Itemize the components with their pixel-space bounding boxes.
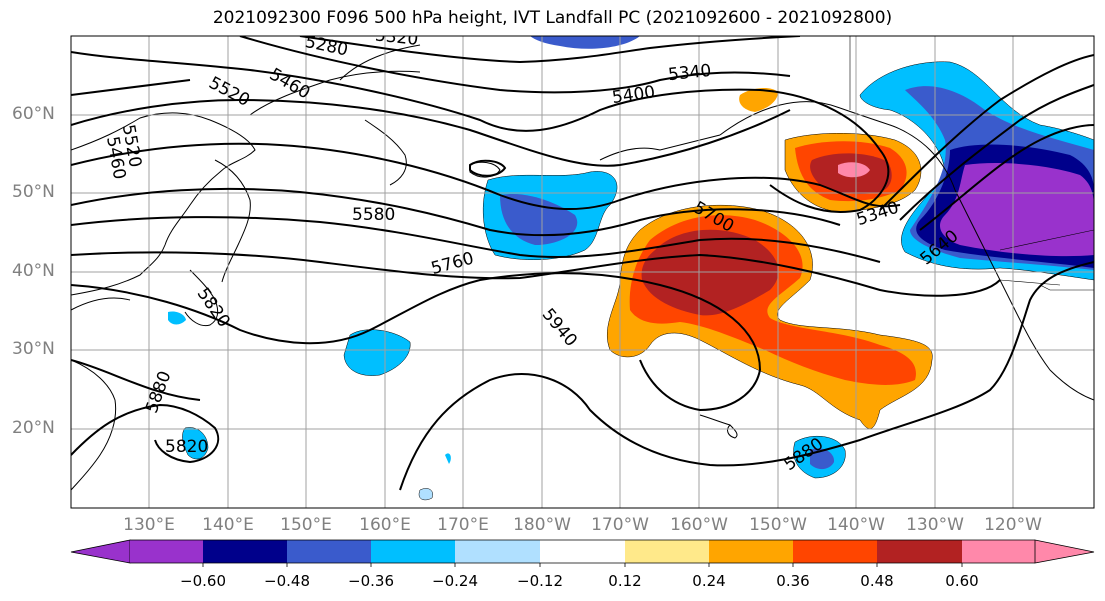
contour-label: 5580	[352, 205, 395, 225]
longitude-label: 150°E	[280, 515, 332, 535]
colorbar-segment	[287, 540, 371, 563]
colorbar-tick-label: 0.12	[608, 572, 642, 590]
political-boundaries	[849, 36, 1094, 291]
longitude-label: 120°W	[984, 515, 1042, 535]
contour-label: 5340	[667, 61, 712, 85]
colorbar-tick-label: 0.24	[692, 572, 726, 590]
ivt-positive-anomalies	[606, 88, 933, 429]
colorbar-segment	[793, 540, 877, 563]
longitude-label: 160°W	[670, 515, 728, 535]
colorbar-tick-label: −0.12	[517, 572, 563, 590]
map-area: 5280 5320 5340 5400 5460 5520 5520 5460 …	[71, 25, 1094, 508]
longitude-label: 130°W	[906, 515, 964, 535]
colorbar-segment	[371, 540, 455, 563]
contour-label: 5320	[374, 25, 419, 49]
colorbar-segment	[962, 540, 1035, 563]
longitude-label: 150°W	[749, 515, 807, 535]
longitude-label: 160°E	[359, 515, 411, 535]
longitude-label: 170°W	[591, 515, 649, 535]
colorbar-tick-label: 0.36	[776, 572, 810, 590]
colorbar-segment	[455, 540, 540, 563]
coastlines	[71, 44, 1094, 491]
colorbar	[70, 539, 1095, 567]
latitude-label: 40°N	[12, 261, 55, 281]
colorbar-tick-label: −0.60	[180, 572, 226, 590]
longitude-label: 140°W	[827, 515, 885, 535]
colorbar-left-arrow	[70, 539, 131, 564]
colorbar-tick-label: −0.36	[348, 572, 394, 590]
colorbar-tick-label: 0.48	[860, 572, 894, 590]
longitude-label: 180°W	[513, 515, 571, 535]
colorbar-segment	[130, 540, 203, 563]
colorbar-tick-label: −0.24	[432, 572, 478, 590]
colorbar-tick-label: −0.48	[264, 572, 310, 590]
map-frame	[70, 35, 1095, 509]
latitude-label: 20°N	[12, 418, 55, 438]
colorbar-tick-label: 0.60	[945, 572, 979, 590]
latitude-label: 50°N	[12, 182, 55, 202]
height-contours	[71, 36, 1094, 491]
colorbar-right-arrow	[1034, 539, 1095, 564]
map-title: 2021092300 F096 500 hPa height, IVT Land…	[212, 8, 893, 28]
contour-label: 5820	[165, 437, 208, 457]
colorbar-segment	[203, 540, 287, 563]
colorbar-segment	[709, 540, 793, 563]
colorbar-segment	[625, 540, 709, 563]
colorbar-segment	[540, 540, 625, 563]
longitude-label: 130°E	[123, 515, 175, 535]
colorbar-segment	[877, 540, 962, 563]
graticule	[71, 36, 1094, 508]
latitude-label: 60°N	[12, 104, 55, 124]
longitude-label: 140°E	[202, 515, 254, 535]
longitude-label: 170°E	[437, 515, 489, 535]
latitude-label: 30°N	[12, 339, 55, 359]
